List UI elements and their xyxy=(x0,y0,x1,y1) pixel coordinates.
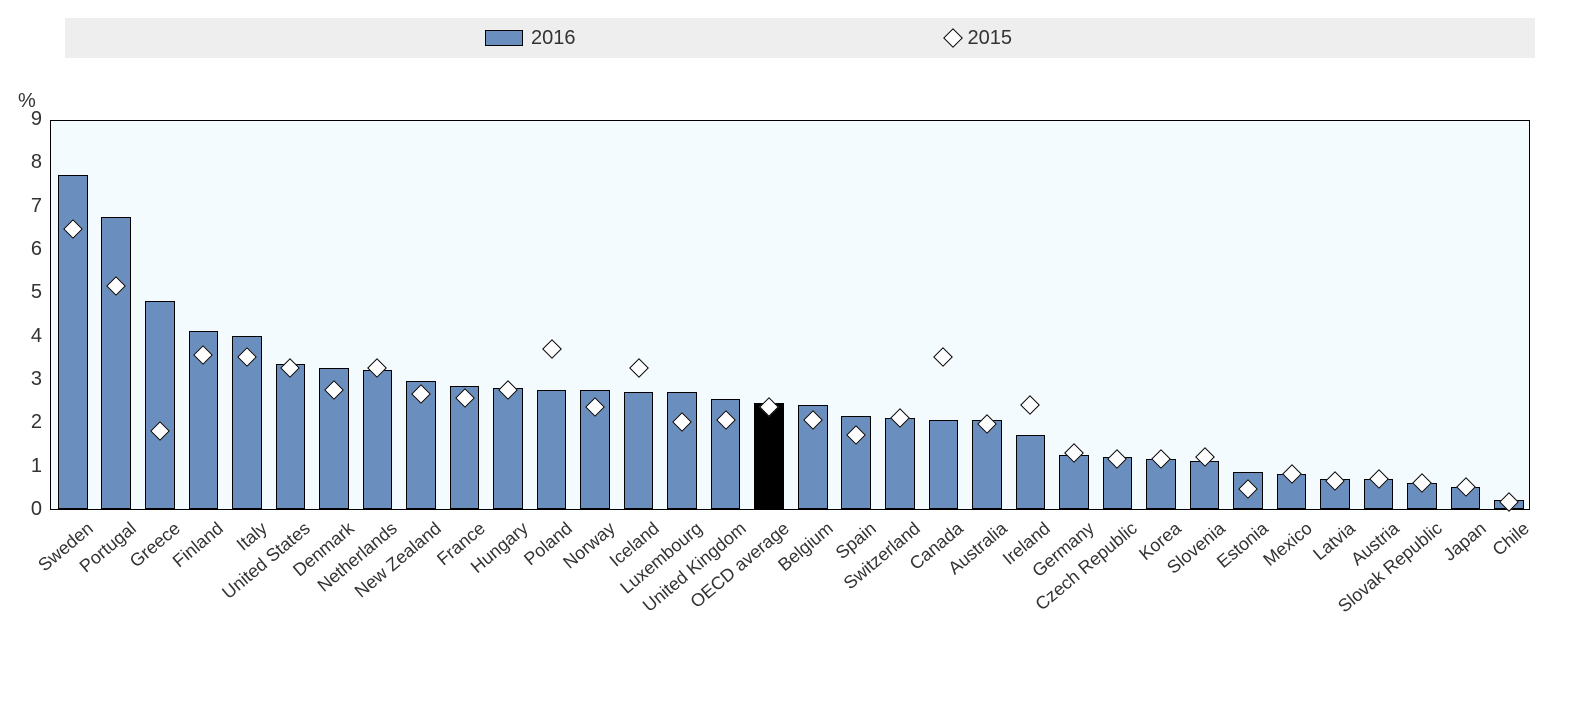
legend-item-2015: 2015 xyxy=(946,27,1013,50)
legend-label-2016: 2016 xyxy=(531,27,576,50)
chart-bar xyxy=(363,370,393,509)
legend-item-2016: 2016 xyxy=(485,27,576,50)
y-tick: 9 xyxy=(12,108,42,131)
chart-bar xyxy=(929,420,959,509)
chart-bar xyxy=(1016,435,1046,509)
chart-bar xyxy=(667,392,697,509)
chart-marker-diamond xyxy=(1021,395,1041,415)
chart-bar xyxy=(754,403,784,509)
chart-marker-diamond xyxy=(933,347,953,367)
y-tick: 3 xyxy=(12,368,42,391)
chart-marker-diamond xyxy=(542,339,562,359)
chart-bar xyxy=(276,364,306,509)
y-tick: 8 xyxy=(12,151,42,174)
y-tick: 0 xyxy=(12,498,42,521)
chart-bar xyxy=(885,418,915,509)
chart-bar xyxy=(537,390,567,509)
chart-bar xyxy=(1190,461,1220,509)
chart-bar xyxy=(624,392,654,509)
chart-container: 2016 2015 % 0123456789SwedenPortugalGree… xyxy=(0,0,1570,724)
chart-bar xyxy=(493,388,523,509)
y-tick: 6 xyxy=(12,238,42,261)
legend: 2016 2015 xyxy=(65,18,1535,58)
diamond-swatch-icon xyxy=(943,28,963,48)
chart-bar xyxy=(101,217,131,510)
chart-bar xyxy=(145,301,175,509)
plot-area xyxy=(50,120,1530,510)
chart-marker-diamond xyxy=(629,358,649,378)
y-tick: 5 xyxy=(12,281,42,304)
y-tick: 7 xyxy=(12,195,42,218)
y-tick: 1 xyxy=(12,455,42,478)
y-tick: 4 xyxy=(12,325,42,348)
bar-swatch-icon xyxy=(485,30,523,46)
y-tick: 2 xyxy=(12,411,42,434)
legend-label-2015: 2015 xyxy=(968,27,1013,50)
chart-marker-diamond xyxy=(1499,492,1519,512)
